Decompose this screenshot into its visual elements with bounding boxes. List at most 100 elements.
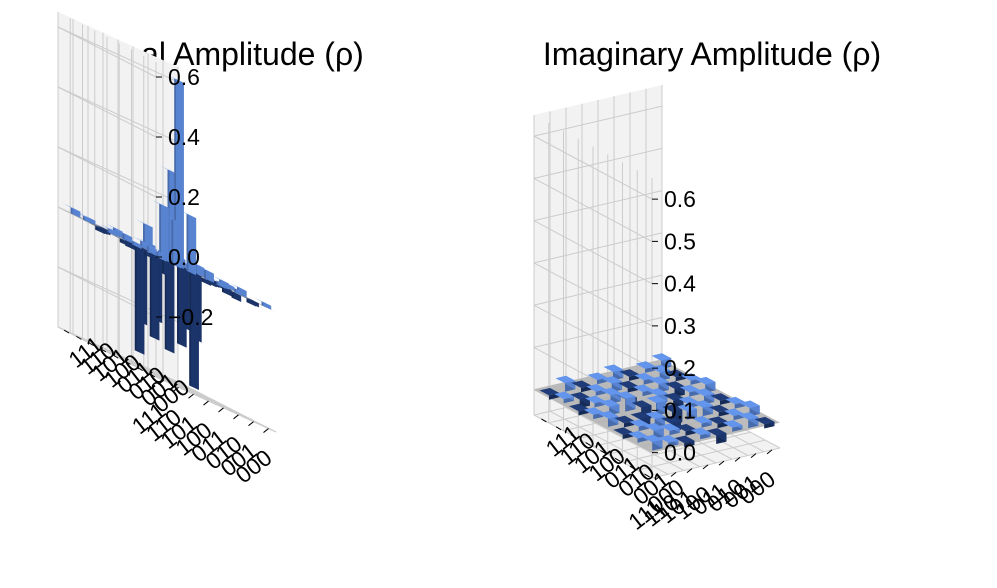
grid-line bbox=[533, 190, 663, 222]
bar-4-4 bbox=[646, 395, 667, 416]
bar-side bbox=[233, 291, 242, 302]
bar-top bbox=[77, 212, 96, 221]
bar-side bbox=[238, 287, 247, 298]
bar-5-4 bbox=[169, 261, 187, 348]
bar-top bbox=[586, 384, 606, 392]
bar-side bbox=[173, 219, 182, 269]
x-tick-mark bbox=[188, 393, 194, 399]
bar-top bbox=[706, 428, 727, 436]
grid-line bbox=[155, 376, 277, 433]
bar-top bbox=[114, 229, 133, 238]
bar-top bbox=[238, 294, 257, 303]
grid-line bbox=[533, 232, 663, 264]
bar-7-6 bbox=[658, 435, 679, 447]
bar-top bbox=[105, 223, 123, 232]
bar-7-0 bbox=[754, 416, 775, 429]
bar-7-1 bbox=[738, 412, 759, 429]
bar-top bbox=[660, 423, 680, 431]
bar-side bbox=[127, 240, 135, 250]
z-tick-label: 0.3 bbox=[664, 313, 696, 339]
bar-5-2 bbox=[693, 400, 713, 417]
bar-side bbox=[136, 245, 145, 355]
x-tick-mark bbox=[702, 464, 709, 470]
bar-side bbox=[97, 226, 105, 234]
bar-side bbox=[133, 241, 142, 249]
y-tick-mark bbox=[125, 360, 131, 365]
bar-1-6 bbox=[570, 392, 590, 408]
bar-7-7 bbox=[148, 247, 167, 262]
bar-side bbox=[178, 265, 187, 348]
bar-top bbox=[692, 416, 712, 424]
y-tick-mark bbox=[644, 473, 650, 478]
bar-top bbox=[132, 236, 150, 245]
bar-top bbox=[602, 376, 622, 384]
x-tick-mark bbox=[248, 421, 254, 427]
bar-side bbox=[109, 228, 118, 237]
bar-top bbox=[554, 391, 574, 400]
y-tick-mark bbox=[63, 329, 70, 334]
bar-3-0 bbox=[695, 376, 716, 393]
z-tick-label: 0.4 bbox=[168, 124, 200, 150]
bar-2-2 bbox=[649, 376, 669, 393]
bar-side bbox=[151, 252, 160, 341]
z-tick-label: 0.1 bbox=[664, 397, 696, 423]
bar-top bbox=[159, 165, 178, 174]
bar-3-6 bbox=[114, 229, 133, 244]
bar-6-0 bbox=[740, 400, 760, 417]
bar-top bbox=[111, 234, 130, 243]
bar-top bbox=[613, 427, 633, 435]
bar-top bbox=[619, 369, 640, 377]
bar-top bbox=[695, 376, 716, 385]
bar-top bbox=[166, 74, 184, 83]
bar-top bbox=[618, 380, 638, 389]
bar-6-4 bbox=[181, 267, 199, 390]
grid-line bbox=[565, 407, 685, 471]
y-tick-mark bbox=[100, 348, 107, 353]
imaginary-amplitude-chart: Imaginary Amplitude (ρ) 0000010100111001… bbox=[533, 36, 881, 535]
grid-line bbox=[57, 26, 179, 83]
bar-top bbox=[124, 236, 142, 246]
bar-top bbox=[62, 203, 81, 212]
bar-top bbox=[674, 435, 695, 444]
z-tick-label: 0.0 bbox=[168, 244, 200, 270]
bar-top bbox=[587, 372, 608, 380]
bar-0-7 bbox=[62, 203, 81, 218]
z-tick-label: −0.2 bbox=[168, 304, 213, 330]
bar-top bbox=[241, 295, 259, 304]
bar-side bbox=[188, 214, 197, 276]
bar-side bbox=[263, 301, 272, 310]
bar-top bbox=[740, 400, 760, 408]
x-tick-mark bbox=[218, 407, 224, 413]
grid-line bbox=[533, 389, 653, 454]
bar-top bbox=[628, 431, 648, 439]
bar-top bbox=[615, 391, 636, 399]
z-tick-label: 0.4 bbox=[664, 271, 696, 297]
bar-top bbox=[583, 407, 604, 415]
bar-top bbox=[148, 247, 167, 256]
bar-7-5 bbox=[674, 435, 695, 448]
bar-top bbox=[678, 396, 699, 404]
bar-top bbox=[650, 364, 670, 373]
real-amplitude-chart: Real Amplitude (ρ) 000001010011100101110… bbox=[57, 12, 364, 488]
bar-top bbox=[681, 373, 701, 381]
bar-side bbox=[191, 271, 199, 390]
bar-top bbox=[151, 199, 169, 209]
grid-line bbox=[549, 410, 669, 475]
grid-line bbox=[57, 146, 179, 203]
y-tick-mark bbox=[555, 426, 562, 431]
bar-top bbox=[647, 388, 668, 396]
bar-top bbox=[539, 388, 560, 396]
bar-top bbox=[570, 392, 590, 400]
bar-1-4 bbox=[602, 376, 622, 393]
bar-top bbox=[642, 434, 663, 443]
y-tick-mark bbox=[112, 354, 119, 359]
bar-top bbox=[135, 219, 153, 228]
bar-side bbox=[84, 216, 93, 224]
grid-line bbox=[533, 177, 653, 242]
x-tick-mark bbox=[203, 400, 209, 406]
grid-line bbox=[533, 262, 653, 327]
bar-7-2 bbox=[223, 287, 242, 302]
bar-7-3 bbox=[208, 276, 227, 289]
grid-line bbox=[143, 370, 264, 427]
